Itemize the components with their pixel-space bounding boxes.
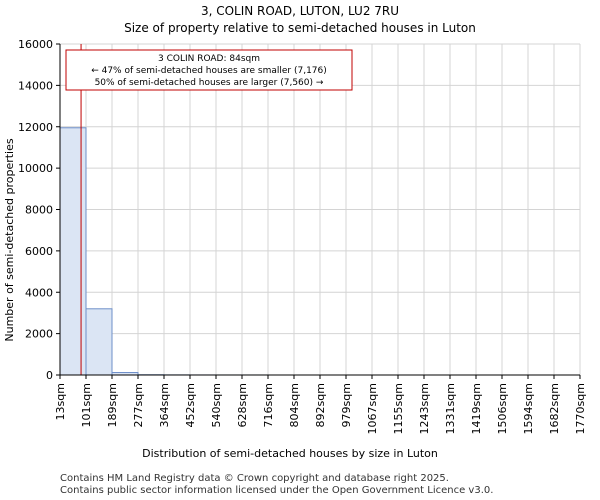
bar-13sqm xyxy=(59,127,87,376)
x-tick-label: 13sqm xyxy=(54,383,67,420)
annotation-line-1: 3 COLIN ROAD: 84sqm xyxy=(158,54,260,64)
bar-101sqm xyxy=(85,308,113,376)
chart-title: 3, COLIN ROAD, LUTON, LU2 7RU xyxy=(200,4,400,18)
x-tick-label: 1770sqm xyxy=(574,383,587,434)
x-tick-label: 1682sqm xyxy=(548,383,561,434)
y-tick-label: 16000 xyxy=(18,38,53,51)
y-tick-label: 10000 xyxy=(18,162,53,175)
x-tick-label: 1506sqm xyxy=(496,383,509,434)
x-tick-label: 892sqm xyxy=(314,383,327,427)
y-tick-label: 0 xyxy=(46,369,53,382)
y-tick-label: 12000 xyxy=(18,121,53,134)
y-tick-labels: 0 2000 4000 6000 8000 10000 12000 14000 16000 xyxy=(18,38,60,382)
chart-subtitle: Size of property relative to semi-detach… xyxy=(124,21,476,35)
y-tick-label: 4000 xyxy=(25,286,53,299)
y-tick-label: 8000 xyxy=(25,204,53,217)
x-axis-label: Distribution of semi-detached houses by … xyxy=(142,447,438,460)
footer-licence: Contains public sector information licen… xyxy=(60,485,494,496)
x-tick-label: 101sqm xyxy=(80,383,93,427)
y-tick-label: 6000 xyxy=(25,245,53,258)
y-tick-label: 14000 xyxy=(18,79,53,92)
x-tick-label: 628sqm xyxy=(236,383,249,427)
bar-chart: 3 COLIN ROAD: 84sqm ← 47% of semi-detache… xyxy=(3,38,587,460)
annotation-line-2: ← 47% of semi-detached houses are smalle… xyxy=(91,66,327,76)
x-tick-label: 804sqm xyxy=(288,383,301,427)
x-tick-label: 1419sqm xyxy=(470,383,483,434)
annotation-line-3: 50% of semi-detached houses are larger (… xyxy=(95,78,324,88)
grid-lines xyxy=(59,43,581,376)
x-tick-labels: 13sqm 101sqm 189sqm 277sqm 364sqm 452sqm 540sq… xyxy=(54,375,587,434)
x-tick-label: 189sqm xyxy=(106,383,119,427)
x-tick-label: 540sqm xyxy=(210,383,223,427)
x-tick-label: 1155sqm xyxy=(392,383,405,434)
x-tick-label: 979sqm xyxy=(340,383,353,427)
footer-copyright: Contains HM Land Registry data © Crown c… xyxy=(60,473,449,484)
x-tick-label: 1243sqm xyxy=(418,383,431,434)
y-axis-label: Number of semi-detached properties xyxy=(3,138,16,341)
x-tick-label: 277sqm xyxy=(132,383,145,427)
x-tick-label: 364sqm xyxy=(158,383,171,427)
x-tick-label: 452sqm xyxy=(184,383,197,427)
x-tick-label: 1594sqm xyxy=(522,383,535,434)
x-tick-label: 1331sqm xyxy=(444,383,457,434)
annotation-box xyxy=(65,49,353,91)
x-tick-label: 716sqm xyxy=(262,383,275,427)
y-tick-label: 2000 xyxy=(25,328,53,341)
x-tick-label: 1067sqm xyxy=(366,383,379,434)
bars xyxy=(59,127,269,376)
property-marker: 3 COLIN ROAD: 84sqm ← 47% of semi-detache… xyxy=(65,44,353,375)
